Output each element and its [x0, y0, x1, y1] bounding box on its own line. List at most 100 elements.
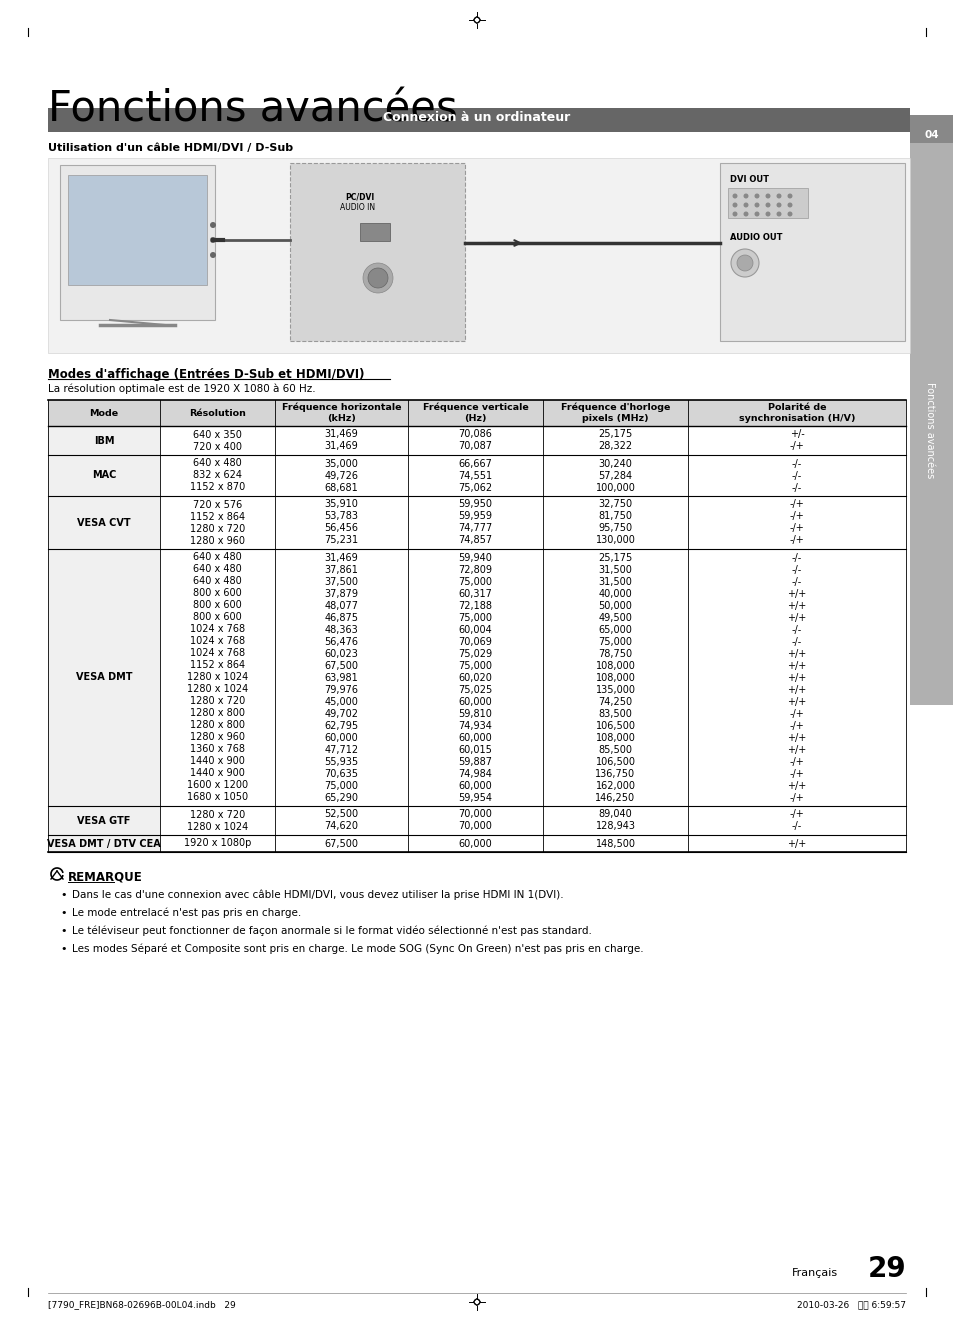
Bar: [48, 425, 905, 454]
Text: 95,750: 95,750: [598, 523, 632, 534]
Text: La résolution optimale est de 1920 X 1080 à 60 Hz.: La résolution optimale est de 1920 X 108…: [48, 383, 315, 394]
Text: 640 x 480: 640 x 480: [193, 564, 242, 575]
Text: 75,000: 75,000: [598, 637, 632, 646]
Text: 55,935: 55,935: [324, 757, 358, 766]
Text: 108,000: 108,000: [595, 672, 635, 683]
Text: -/+: -/+: [789, 769, 803, 778]
Text: 31,469: 31,469: [324, 441, 358, 452]
Text: +/+: +/+: [786, 660, 806, 671]
Bar: [48, 495, 905, 550]
Text: 108,000: 108,000: [595, 660, 635, 671]
Text: 59,887: 59,887: [458, 757, 492, 766]
Text: 60,000: 60,000: [458, 696, 492, 707]
Text: 146,250: 146,250: [595, 793, 635, 802]
Text: 1024 x 768: 1024 x 768: [190, 637, 245, 646]
Text: 1280 x 960: 1280 x 960: [190, 733, 245, 742]
Text: 31,469: 31,469: [324, 552, 358, 563]
Text: 70,086: 70,086: [458, 429, 492, 440]
Text: 1440 x 900: 1440 x 900: [190, 769, 245, 778]
Text: -/+: -/+: [789, 441, 803, 452]
Text: Modes d'affichage (Entrées D-Sub et HDMI/DVI): Modes d'affichage (Entrées D-Sub et HDMI…: [48, 369, 364, 380]
Text: 32,750: 32,750: [598, 499, 632, 510]
Text: 04: 04: [923, 129, 939, 140]
Text: VESA DMT: VESA DMT: [75, 672, 132, 683]
Text: 1280 x 1024: 1280 x 1024: [187, 684, 248, 695]
Circle shape: [730, 248, 759, 277]
Text: 74,620: 74,620: [324, 822, 358, 831]
Circle shape: [368, 268, 388, 288]
Text: 79,976: 79,976: [324, 684, 358, 695]
Text: VESA CVT: VESA CVT: [77, 518, 131, 527]
Text: 29: 29: [866, 1255, 905, 1283]
Text: 60,317: 60,317: [458, 588, 492, 598]
Text: +/+: +/+: [786, 839, 806, 848]
Circle shape: [754, 211, 759, 217]
Text: 108,000: 108,000: [595, 733, 635, 742]
Text: 1152 x 864: 1152 x 864: [190, 511, 245, 522]
Text: 1152 x 864: 1152 x 864: [190, 660, 245, 671]
Text: 67,500: 67,500: [324, 660, 358, 671]
Text: Le mode entrelacé n'est pas pris en charge.: Le mode entrelacé n'est pas pris en char…: [71, 908, 301, 918]
Text: -/-: -/-: [791, 458, 801, 469]
Text: 75,000: 75,000: [458, 613, 492, 622]
Text: 75,231: 75,231: [324, 535, 358, 546]
Text: 49,702: 49,702: [324, 708, 358, 719]
Text: 53,783: 53,783: [324, 511, 358, 522]
Text: 31,500: 31,500: [598, 564, 632, 575]
Text: 78,750: 78,750: [598, 649, 632, 658]
Text: 1024 x 768: 1024 x 768: [190, 625, 245, 634]
Text: 1600 x 1200: 1600 x 1200: [187, 781, 248, 790]
Bar: [48, 159, 909, 353]
Text: 640 x 480: 640 x 480: [193, 458, 242, 469]
Bar: [48, 806, 160, 835]
Text: 37,879: 37,879: [324, 588, 358, 598]
Text: 40,000: 40,000: [598, 588, 632, 598]
Text: +/+: +/+: [786, 696, 806, 707]
Text: 89,040: 89,040: [598, 810, 632, 819]
Circle shape: [786, 211, 792, 217]
Circle shape: [754, 202, 759, 207]
Text: 800 x 600: 800 x 600: [193, 601, 242, 610]
Text: 1360 x 768: 1360 x 768: [190, 745, 245, 754]
Text: -/-: -/-: [791, 482, 801, 493]
Text: Mode: Mode: [90, 408, 118, 417]
Text: 1920 x 1080p: 1920 x 1080p: [184, 839, 251, 848]
Text: 59,954: 59,954: [458, 793, 492, 802]
Text: 75,000: 75,000: [324, 781, 358, 790]
Text: 130,000: 130,000: [595, 535, 635, 546]
Circle shape: [764, 202, 770, 207]
Text: 1280 x 720: 1280 x 720: [190, 696, 245, 707]
Text: Fonctions avancées: Fonctions avancées: [48, 89, 457, 129]
Text: -/+: -/+: [789, 810, 803, 819]
Text: +/+: +/+: [786, 588, 806, 598]
Text: 72,809: 72,809: [458, 564, 492, 575]
Bar: [48, 806, 905, 835]
Circle shape: [742, 211, 748, 217]
Text: +/+: +/+: [786, 672, 806, 683]
Text: 136,750: 136,750: [595, 769, 635, 778]
Text: 35,000: 35,000: [324, 458, 358, 469]
Bar: [68, 174, 207, 285]
Text: 75,000: 75,000: [458, 576, 492, 587]
Bar: [48, 835, 905, 852]
Text: 2010-03-26   오후 6:59:57: 2010-03-26 오후 6:59:57: [796, 1300, 905, 1309]
Bar: [909, 115, 953, 143]
Text: 66,667: 66,667: [458, 458, 492, 469]
Circle shape: [732, 211, 737, 217]
Text: 59,950: 59,950: [458, 499, 492, 510]
Text: 60,004: 60,004: [458, 625, 492, 634]
Bar: [48, 108, 909, 132]
Text: -/+: -/+: [789, 757, 803, 766]
Text: +/-: +/-: [789, 429, 803, 440]
Bar: [48, 550, 160, 806]
Text: +/+: +/+: [786, 745, 806, 754]
Circle shape: [737, 255, 752, 271]
Text: Fréquence d'horloge
pixels (MHz): Fréquence d'horloge pixels (MHz): [560, 403, 670, 423]
Text: -/+: -/+: [789, 511, 803, 522]
Text: +/+: +/+: [786, 649, 806, 658]
Text: 135,000: 135,000: [595, 684, 635, 695]
Text: [7790_FRE]BN68-02696B-00L04.indb   29: [7790_FRE]BN68-02696B-00L04.indb 29: [48, 1300, 235, 1309]
Text: 162,000: 162,000: [595, 781, 635, 790]
Text: 83,500: 83,500: [598, 708, 632, 719]
Circle shape: [776, 211, 781, 217]
